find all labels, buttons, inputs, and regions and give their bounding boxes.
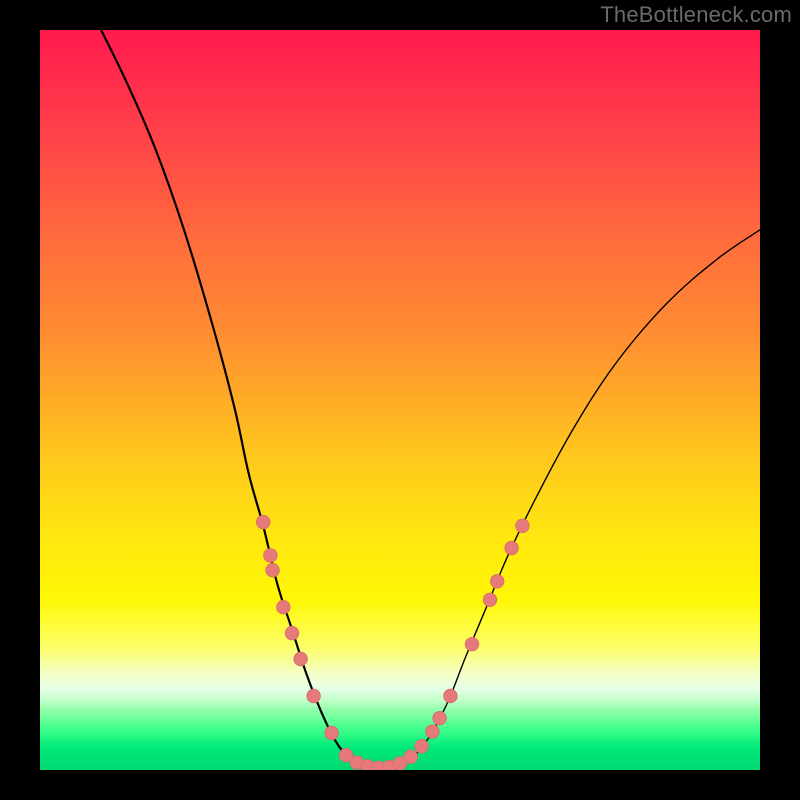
- data-marker: [465, 637, 479, 651]
- plot-area: [40, 30, 760, 770]
- curve-right: [378, 230, 760, 768]
- data-marker: [256, 515, 270, 529]
- bottleneck-curve: [40, 30, 760, 770]
- data-marker: [307, 689, 321, 703]
- data-marker: [404, 750, 418, 764]
- data-marker: [264, 549, 278, 563]
- data-marker: [516, 519, 530, 533]
- data-marker: [294, 652, 308, 666]
- data-marker: [490, 575, 504, 589]
- data-marker: [444, 689, 458, 703]
- data-marker: [426, 725, 440, 739]
- chart-container: TheBottleneck.com: [0, 0, 800, 800]
- curve-left: [101, 30, 378, 768]
- data-marker: [285, 626, 299, 640]
- data-marker: [433, 711, 447, 725]
- data-marker: [415, 740, 429, 754]
- data-marker: [483, 593, 497, 607]
- data-marker: [277, 600, 291, 614]
- data-marker: [266, 563, 280, 577]
- data-marker: [505, 541, 519, 555]
- data-marker: [325, 726, 339, 740]
- watermark-text: TheBottleneck.com: [600, 2, 792, 28]
